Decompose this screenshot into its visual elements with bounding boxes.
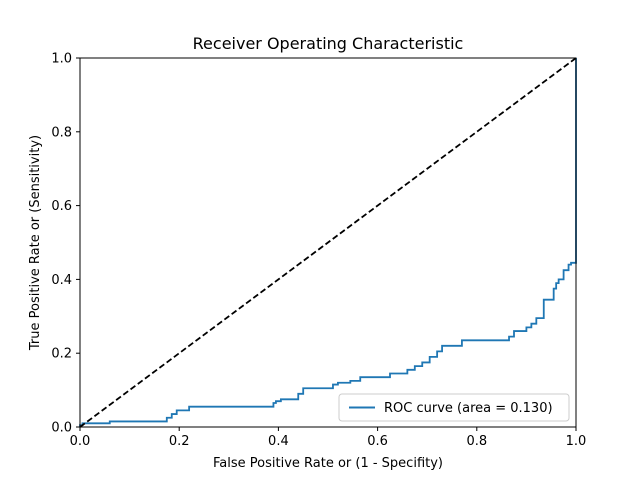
x-tick-label: 0.6 (367, 434, 388, 449)
x-tick-label: 1.0 (566, 434, 587, 449)
x-tick-label: 0.0 (70, 434, 91, 449)
x-axis-label: False Positive Rate or (1 - Specifity) (213, 456, 443, 471)
y-tick-label: 1.0 (51, 52, 72, 67)
y-axis-ticks: 0.0 0.2 0.4 0.6 0.8 1.0 (51, 52, 80, 436)
x-tick-label: 0.2 (169, 434, 190, 449)
y-tick-label: 0.4 (51, 273, 72, 288)
roc-curve-line (79, 58, 577, 427)
y-tick-label: 0.2 (51, 347, 72, 362)
x-tick-label: 0.4 (268, 434, 289, 449)
series-layer (79, 57, 577, 428)
legend: ROC curve (area = 0.130) (338, 393, 570, 422)
chance-diagonal-line (79, 57, 577, 428)
legend-box (338, 393, 570, 422)
y-axis-label: True Positive Rate or (Sensitivity) (28, 135, 43, 351)
x-tick-label: 0.8 (466, 434, 487, 449)
plot-frame (79, 57, 577, 428)
y-tick-label: 0.8 (51, 125, 72, 140)
y-tick-label: 0.0 (51, 421, 72, 436)
y-tick-label: 0.6 (51, 199, 72, 214)
chart-title: Receiver Operating Characteristic (193, 34, 464, 53)
legend-entry-label: ROC curve (area = 0.130) (384, 401, 553, 416)
x-axis-ticks: 0.0 0.2 0.4 0.6 0.8 1.0 (70, 427, 587, 449)
